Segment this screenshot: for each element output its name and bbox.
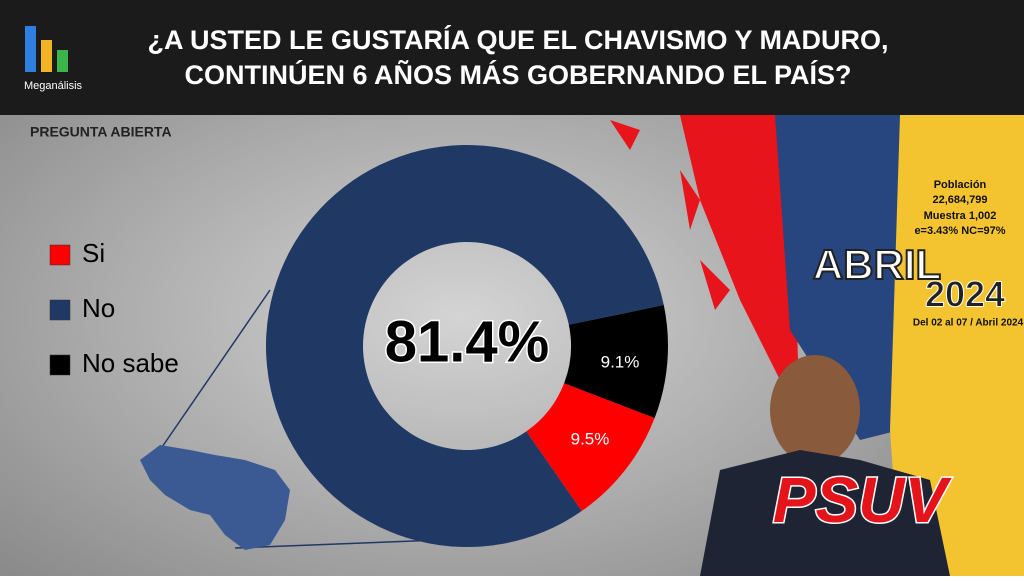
subtitle: PREGUNTA ABIERTA (30, 124, 172, 140)
value-label: 9.1% (601, 352, 640, 371)
legend-label: Si (82, 238, 105, 268)
info-text: Población (934, 179, 987, 191)
title: ¿A USTED LE GUSTARÍA QUE EL CHAVISMO Y M… (147, 24, 888, 55)
legend-swatch (49, 244, 71, 266)
legend: Si No No sabe (49, 238, 179, 378)
legend-label: No sabe (82, 348, 179, 378)
value-label: 81.4% (385, 309, 549, 374)
donut-chart: 9.5% 81.4% 9.1% (265, 144, 668, 547)
info-text: e=3.43% NC=97% (914, 225, 1005, 237)
flag-decoration (610, 115, 1024, 576)
logo-text: Meganálisis (24, 80, 83, 92)
info-text: Muestra 1,002 (924, 210, 997, 222)
donut-segment (526, 383, 655, 512)
person-photo (700, 355, 950, 576)
header-bar (0, 0, 1024, 115)
title: CONTINÚEN 6 AÑOS MÁS GOBERNANDO EL PAÍS? (184, 59, 851, 90)
map-decoration (140, 289, 441, 550)
info-text: 22,684,799 (932, 194, 987, 206)
party-logo: PSUV (773, 464, 953, 536)
year: 2024 (925, 274, 1005, 315)
value-label: 9.5% (571, 429, 610, 448)
month: ABRIL (813, 241, 941, 288)
logo (25, 26, 68, 72)
donut-segment (265, 144, 664, 547)
donut-segment (564, 305, 668, 419)
dates: Del 02 al 07 / Abril 2024 (913, 318, 1024, 329)
legend-swatch (49, 354, 71, 376)
legend-label: No (82, 293, 115, 323)
legend-swatch (49, 299, 71, 321)
